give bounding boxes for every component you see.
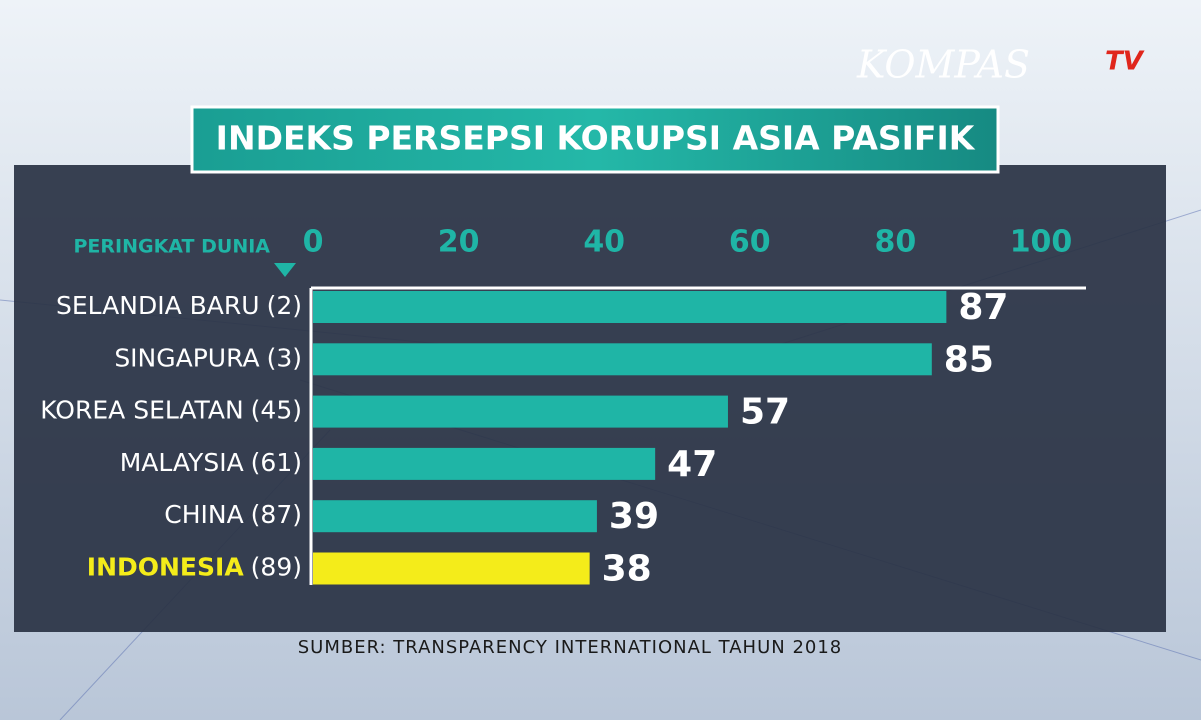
rank: (87) (251, 500, 302, 529)
x-tick-label: 100 (1010, 225, 1073, 260)
category-label: MALAYSIA (61) (120, 448, 302, 477)
x-tick-label: 40 (583, 225, 625, 260)
rank: (2) (267, 291, 302, 320)
value-label: 47 (667, 444, 717, 485)
title-box (190, 105, 1000, 174)
rank: (89) (251, 553, 302, 582)
category-label: CHINA (87) (164, 500, 302, 529)
rank: (3) (267, 343, 302, 372)
x-tick-label: 80 (875, 225, 917, 260)
bar (313, 395, 728, 428)
category-name: INDONESIA (87, 553, 245, 582)
category-label: SINGAPURA (3) (114, 343, 302, 372)
x-tick-label: 0 (303, 225, 324, 260)
bar (313, 291, 947, 323)
category-label: INDONESIA (89) (87, 553, 302, 582)
source: SUMBER: TRANSPARENCY INTERNATIONAL TAHUN… (298, 637, 843, 658)
x-tick-label: 60 (729, 225, 771, 260)
x-tick-label: 20 (438, 225, 480, 260)
brand-suffix: TV (1105, 47, 1145, 77)
bar (313, 552, 590, 585)
category-label: KOREA SELATAN (45) (40, 396, 302, 425)
rank-label: PERINGKAT DUNIA (73, 236, 270, 258)
rank: (61) (251, 448, 302, 477)
value-label: 87 (958, 287, 1008, 328)
category-label: SELANDIA BARU (2) (56, 291, 302, 320)
rank: (45) (251, 396, 302, 425)
category-name: SELANDIA BARU (56, 291, 260, 320)
rank-marker (274, 263, 296, 277)
category-name: SINGAPURA (114, 343, 259, 372)
value-label: 38 (602, 549, 652, 590)
brand-name: KOMPAS (856, 43, 1030, 87)
chart-title: INDEKS PERSEPSI KORUPSI ASIA PASIFIK (216, 119, 976, 158)
category-name: KOREA SELATAN (40, 396, 243, 425)
category-name: CHINA (164, 500, 243, 529)
bar (313, 343, 932, 376)
bar (313, 500, 597, 533)
value-label: 57 (740, 392, 790, 433)
value-label: 39 (609, 496, 659, 537)
bar (313, 447, 656, 480)
category-name: MALAYSIA (120, 448, 244, 477)
value-label: 85 (944, 339, 994, 380)
